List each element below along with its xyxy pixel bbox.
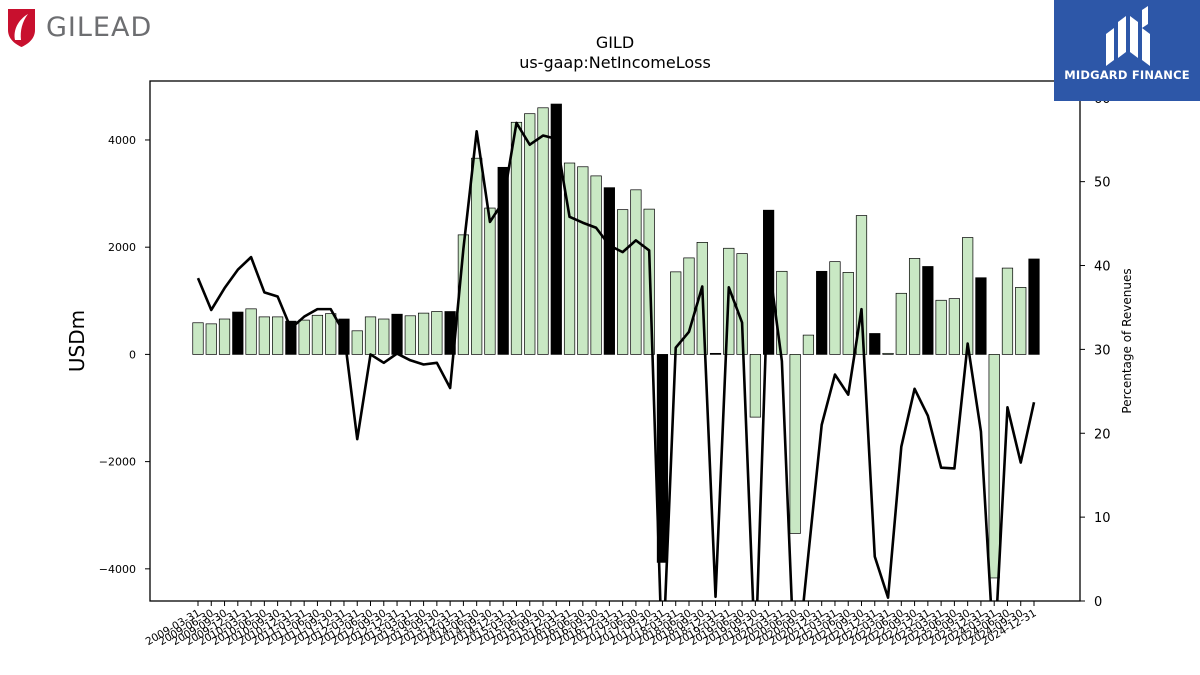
bar bbox=[351, 330, 363, 355]
bar bbox=[1001, 267, 1014, 355]
bar bbox=[1015, 287, 1027, 355]
gilead-leaf-icon bbox=[8, 9, 35, 47]
bar bbox=[842, 272, 854, 355]
bar bbox=[922, 266, 934, 355]
y-tick-label: −4000 bbox=[99, 563, 136, 576]
y-tick-label: 0 bbox=[129, 348, 136, 361]
gilead-logo: GILEAD bbox=[6, 6, 152, 48]
bar bbox=[802, 334, 815, 355]
pct-line-group bbox=[196, 121, 1036, 601]
bar bbox=[417, 312, 430, 355]
bar bbox=[510, 121, 523, 355]
bar bbox=[656, 354, 669, 563]
bar bbox=[816, 270, 828, 355]
y2-tick-label: 20 bbox=[1094, 427, 1111, 442]
midgard-finance-logo: MIDGARD FINANCE bbox=[1054, 0, 1200, 101]
bar bbox=[232, 311, 244, 355]
bar bbox=[192, 322, 204, 355]
bar bbox=[577, 166, 589, 355]
bar bbox=[855, 215, 868, 355]
bar bbox=[709, 352, 722, 355]
pct-of-revenues-line bbox=[196, 121, 1036, 601]
y-axis-left: −4000 −2000 0 2000 4000 bbox=[99, 134, 150, 576]
bar bbox=[563, 162, 576, 355]
plot-frame bbox=[149, 80, 1081, 602]
bar bbox=[882, 352, 894, 355]
bars-group bbox=[192, 103, 1040, 579]
bar bbox=[683, 257, 695, 355]
bar bbox=[298, 319, 310, 355]
bar bbox=[962, 237, 974, 355]
bar bbox=[378, 318, 390, 355]
bar bbox=[975, 277, 987, 355]
bar bbox=[617, 209, 629, 355]
bar bbox=[869, 333, 881, 355]
bar bbox=[789, 354, 801, 534]
bar bbox=[948, 298, 960, 355]
bar bbox=[245, 308, 257, 355]
midgard-wordmark: MIDGARD FINANCE bbox=[1064, 68, 1190, 82]
bar bbox=[537, 107, 549, 355]
y-tick-label: −2000 bbox=[99, 456, 136, 469]
y2-tick-label: 40 bbox=[1094, 260, 1111, 275]
chart-title: GILD bbox=[596, 33, 634, 52]
bar bbox=[1028, 258, 1040, 355]
bar bbox=[431, 311, 443, 355]
gilead-wordmark: GILEAD bbox=[46, 11, 153, 43]
y2-tick-label: 30 bbox=[1094, 343, 1111, 358]
y2-tick-label: 10 bbox=[1094, 511, 1111, 526]
bar bbox=[484, 207, 496, 355]
chart-subtitle: us-gaap:NetIncomeLoss bbox=[519, 53, 711, 72]
y-axis-right: 0102030405060 bbox=[1080, 92, 1111, 610]
bar bbox=[391, 313, 403, 355]
bar bbox=[908, 258, 921, 355]
bar bbox=[205, 323, 217, 355]
bar bbox=[749, 354, 761, 418]
bar bbox=[988, 354, 1000, 579]
bar bbox=[325, 313, 337, 355]
bar bbox=[364, 316, 377, 355]
bar bbox=[471, 157, 483, 355]
y-axis-label: USDm bbox=[65, 310, 89, 372]
bar bbox=[404, 315, 416, 355]
bar bbox=[497, 166, 509, 355]
y-tick-label: 4000 bbox=[108, 134, 136, 147]
bar bbox=[258, 316, 270, 355]
bar bbox=[829, 261, 841, 355]
bar bbox=[630, 189, 642, 355]
bar bbox=[590, 175, 602, 355]
y2-tick-label: 0 bbox=[1094, 595, 1102, 610]
bar bbox=[218, 318, 231, 355]
bar bbox=[524, 113, 536, 355]
bar bbox=[311, 314, 324, 355]
y2-tick-label: 50 bbox=[1094, 176, 1111, 191]
y-tick-label: 2000 bbox=[108, 241, 136, 254]
bar bbox=[603, 187, 615, 355]
bar bbox=[895, 292, 907, 355]
midgard-m-icon bbox=[1106, 6, 1150, 66]
bar bbox=[935, 299, 947, 355]
y2-axis-label: Percentage of Revenues bbox=[1120, 268, 1134, 413]
bar bbox=[285, 320, 297, 355]
x-axis: 2009-03-312009-06-302009-09-302009-12-31… bbox=[144, 601, 1039, 648]
bar bbox=[550, 103, 562, 355]
bar bbox=[272, 316, 284, 355]
